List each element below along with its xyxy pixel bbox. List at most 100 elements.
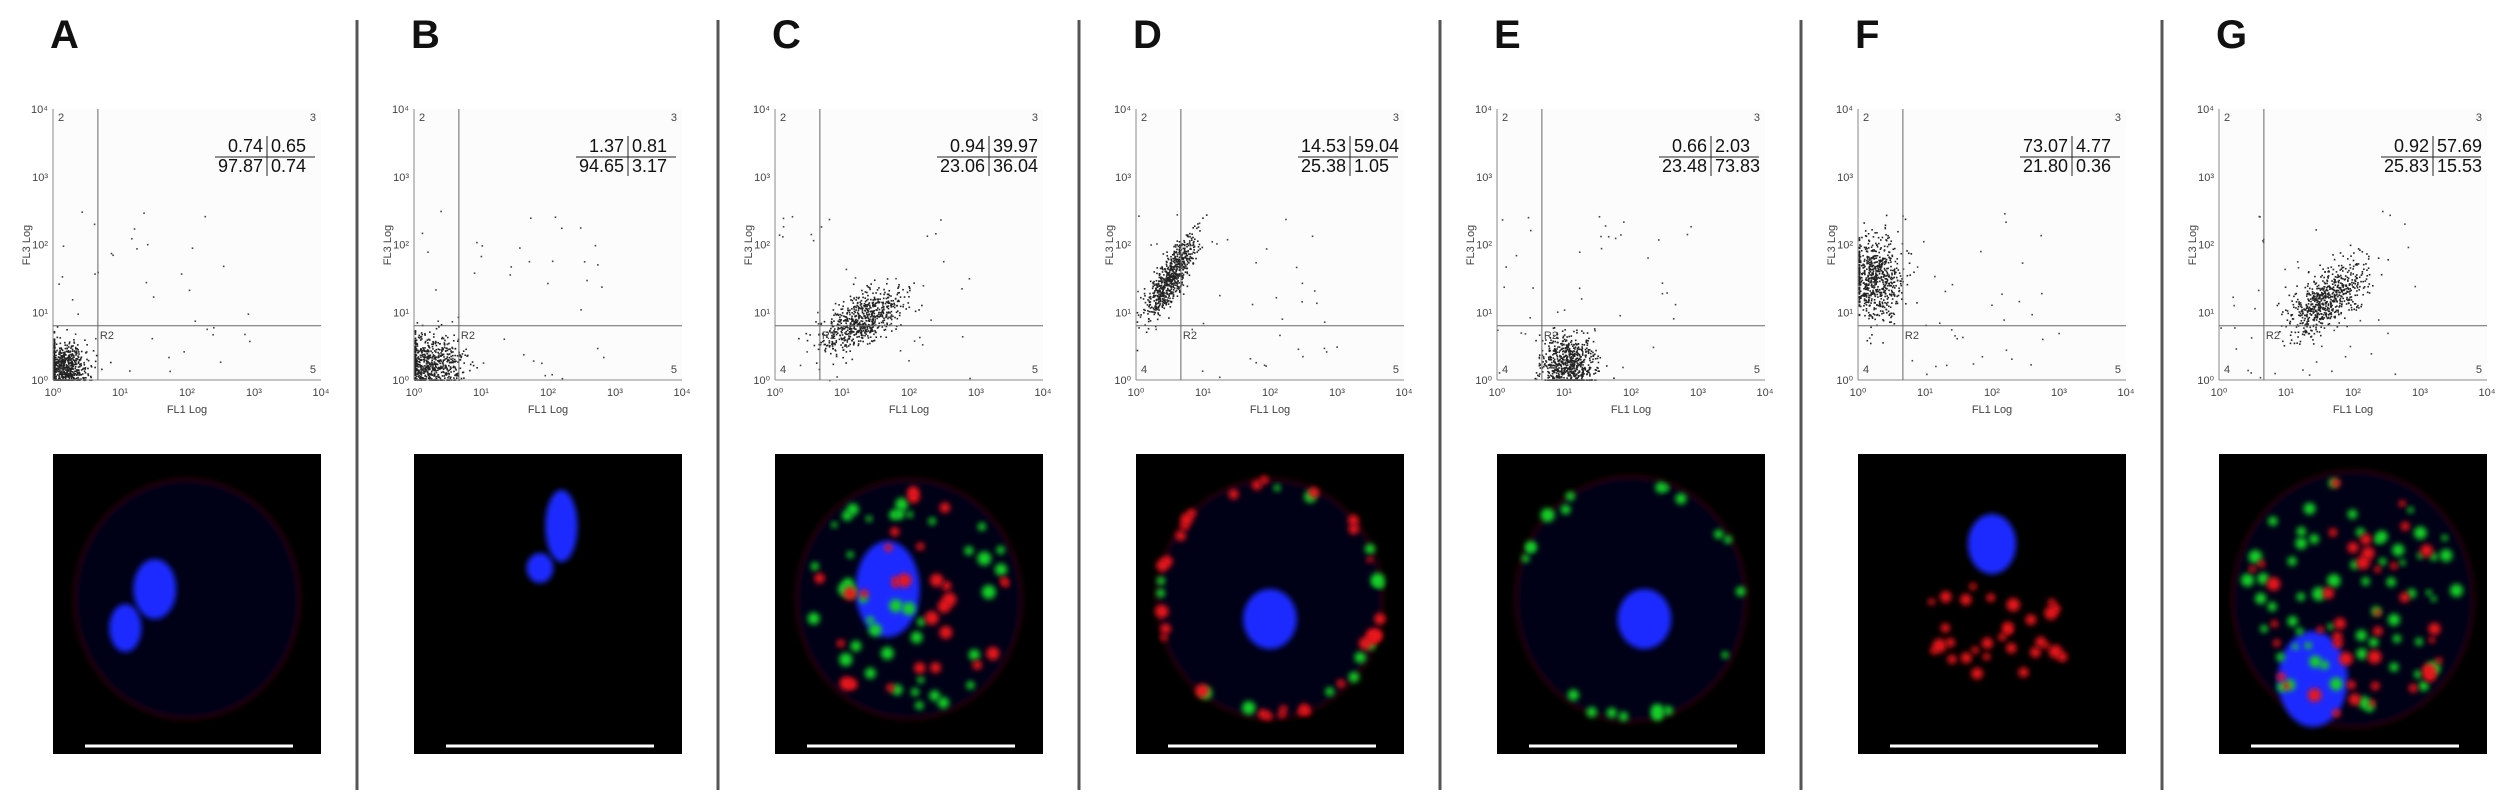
dot — [1891, 302, 1893, 304]
dot — [1588, 357, 1591, 360]
fluorescent-spot — [994, 563, 1008, 576]
dot — [1183, 241, 1186, 244]
dot — [131, 237, 133, 240]
dot — [1620, 234, 1622, 236]
nucleus — [109, 604, 142, 652]
dot — [865, 323, 867, 326]
dot — [1883, 245, 1886, 248]
dot — [222, 265, 225, 268]
dot — [1574, 374, 1577, 376]
dot — [1574, 352, 1576, 355]
dot — [902, 305, 904, 308]
dot — [1576, 349, 1579, 351]
dot — [841, 346, 844, 349]
dot — [831, 318, 833, 320]
dot — [848, 338, 851, 340]
dot — [1179, 274, 1182, 276]
dot — [1870, 299, 1873, 302]
dot — [1860, 272, 1863, 275]
dot — [897, 299, 900, 302]
dot — [136, 248, 138, 250]
dot — [427, 374, 430, 377]
dot — [2309, 326, 2312, 329]
dot — [1580, 358, 1582, 361]
dot — [429, 354, 432, 357]
dot — [1881, 236, 1884, 239]
dot — [1883, 249, 1886, 252]
dot — [843, 327, 846, 330]
dot — [456, 374, 459, 376]
dot — [1169, 265, 1172, 268]
dot — [1950, 329, 1953, 331]
dot — [442, 371, 444, 373]
dot — [876, 315, 879, 318]
dot — [1175, 259, 1177, 261]
dot — [833, 330, 835, 332]
dot — [1866, 250, 1869, 253]
dot — [1571, 371, 1573, 373]
dot — [1876, 281, 1879, 283]
dot — [594, 244, 597, 247]
dot — [1568, 368, 1571, 371]
dot — [1863, 299, 1866, 302]
dot — [2001, 293, 2003, 296]
dot — [1189, 253, 1191, 255]
dot — [1165, 292, 1168, 295]
dot — [1590, 350, 1593, 353]
dot — [887, 312, 889, 314]
dot — [1565, 339, 1568, 342]
dot — [1192, 251, 1195, 254]
dot — [1867, 260, 1869, 263]
dot — [1174, 273, 1177, 276]
dot — [1884, 292, 1887, 295]
dot — [1548, 347, 1551, 350]
dot — [1580, 348, 1583, 351]
dot — [854, 311, 857, 314]
dot — [471, 361, 474, 363]
dot — [1865, 310, 1868, 312]
dot — [1582, 371, 1584, 373]
dot — [886, 322, 888, 325]
dot — [1858, 282, 1861, 284]
dot — [913, 340, 916, 342]
dot — [1888, 251, 1891, 254]
dot — [452, 339, 455, 342]
dot — [1886, 271, 1888, 274]
x-tick-label: 10⁴ — [2118, 387, 2135, 399]
dot — [867, 325, 870, 328]
dot — [1158, 276, 1161, 279]
dot — [1879, 248, 1882, 251]
dot — [431, 374, 434, 376]
dot — [58, 360, 60, 363]
quadrant-value: 0.36 — [2076, 156, 2111, 176]
dot — [424, 333, 426, 335]
dot — [1864, 314, 1866, 317]
dot — [1503, 286, 1506, 289]
dot — [874, 304, 876, 306]
dot — [1565, 347, 1567, 350]
dot — [420, 364, 423, 367]
dot — [1913, 271, 1915, 274]
dot — [454, 366, 456, 369]
dot — [133, 228, 136, 230]
dot — [428, 363, 431, 366]
dot — [64, 351, 66, 354]
dot — [1882, 312, 1885, 314]
dot — [1151, 306, 1153, 309]
fluorescent-spot — [1567, 689, 1579, 701]
dot — [1881, 294, 1883, 296]
region-label: 4 — [419, 364, 425, 376]
dot — [1176, 263, 1178, 266]
dot — [71, 355, 73, 357]
dot — [71, 364, 74, 367]
dot — [450, 361, 452, 364]
dot — [422, 370, 425, 373]
dot — [834, 349, 837, 352]
dot — [829, 379, 831, 382]
dot — [1552, 376, 1555, 379]
dot — [434, 362, 436, 365]
dot — [2307, 298, 2309, 300]
dot — [1575, 373, 1578, 376]
dot — [880, 321, 883, 324]
dot — [1586, 347, 1588, 350]
